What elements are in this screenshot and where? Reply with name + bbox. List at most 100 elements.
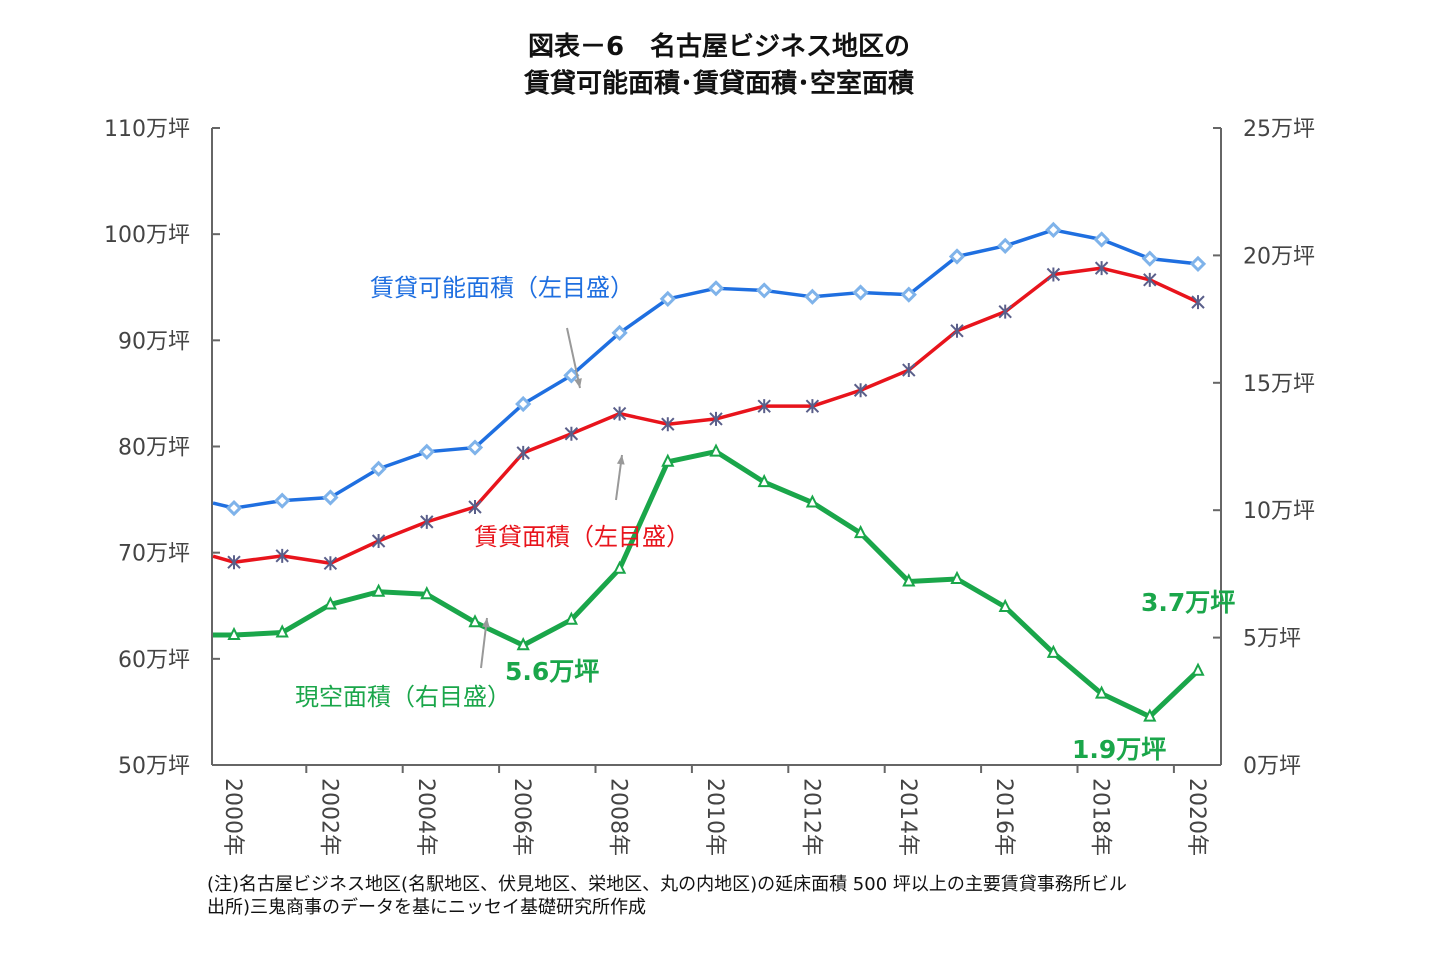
arrow-leased-head xyxy=(616,455,625,465)
data-point-diamond xyxy=(611,324,628,342)
data-point-diamond xyxy=(804,288,821,305)
left-tick-label: 100万坪 xyxy=(104,223,190,248)
series-label-available: 賃貸可能面積（左目盛） xyxy=(370,274,634,302)
chart-title-line1: 図表－6 名古屋ビジネス地区の xyxy=(527,32,911,62)
data-point-triangle xyxy=(1143,708,1157,722)
data-point-diamond xyxy=(418,443,435,460)
data-point-triangle xyxy=(661,453,675,467)
series-label-leased: 賃貸面積（左目盛） xyxy=(474,523,690,551)
data-point-triangle xyxy=(757,473,771,488)
right-tick-label: 15万坪 xyxy=(1243,372,1315,397)
value-annotation: 5.6万坪 xyxy=(505,657,599,686)
data-point-diamond xyxy=(563,367,580,384)
data-point-x xyxy=(805,399,820,414)
data-point-x xyxy=(757,399,771,414)
data-point-x xyxy=(853,383,868,398)
data-point-diamond xyxy=(852,284,869,301)
arrow-available xyxy=(566,327,581,389)
x-tick-label: 2020年 xyxy=(1184,778,1209,856)
data-point-x xyxy=(612,406,627,421)
x-tick-label: 2006年 xyxy=(509,778,534,856)
chart-title-line2: 賃貸可能面積･賃貸面積･空室面積 xyxy=(523,69,914,99)
data-point-triangle xyxy=(275,624,289,638)
data-point-diamond xyxy=(322,489,339,506)
right-tick-label: 0万坪 xyxy=(1243,754,1301,779)
x-tick-label: 2012年 xyxy=(798,778,823,856)
data-point-x xyxy=(1046,267,1061,282)
right-tick-label: 5万坪 xyxy=(1243,627,1301,652)
left-tick-label: 60万坪 xyxy=(118,648,190,673)
left-tick-label: 90万坪 xyxy=(118,329,190,354)
data-point-diamond xyxy=(997,237,1014,254)
data-point-diamond xyxy=(515,395,532,413)
right-tick-label: 20万坪 xyxy=(1243,244,1315,269)
data-point-diamond xyxy=(707,280,725,297)
x-tick-label: 2018年 xyxy=(1088,778,1113,856)
data-point-x xyxy=(420,514,434,529)
data-point-triangle xyxy=(1191,662,1205,676)
data-point-diamond xyxy=(1045,221,1062,239)
data-point-triangle xyxy=(564,611,579,625)
data-point-triangle xyxy=(902,573,916,587)
arrow-vacant-head xyxy=(482,618,490,628)
right-tick-label: 10万坪 xyxy=(1243,499,1315,524)
data-point-x xyxy=(1191,295,1205,310)
series-line-1 xyxy=(212,266,1199,566)
data-point-x xyxy=(1143,272,1157,287)
data-point-x xyxy=(275,548,289,563)
left-tick-label: 110万坪 xyxy=(104,117,190,142)
data-point-triangle xyxy=(612,560,627,574)
series-line-0 xyxy=(212,228,1199,510)
data-point-x xyxy=(902,363,916,378)
data-point-diamond xyxy=(225,499,243,517)
data-point-x xyxy=(1094,261,1109,276)
data-point-triangle xyxy=(516,637,530,651)
left-tick-label: 50万坪 xyxy=(118,754,190,779)
data-point-diamond xyxy=(900,286,917,303)
data-point-x xyxy=(661,417,675,432)
data-point-triangle xyxy=(998,598,1012,613)
data-point-triangle xyxy=(709,443,723,457)
data-point-x xyxy=(516,445,530,460)
data-point-x xyxy=(709,411,723,426)
data-point-x xyxy=(950,323,964,338)
x-tick-label: 2000年 xyxy=(220,778,245,856)
footnote-source: 出所)三鬼商事のデータを基にニッセイ基礎研究所作成 xyxy=(207,897,647,918)
footnote-note: (注)名古屋ビジネス地区(名駅地区、伏見地区、栄地区、丸の内地区)の延床面積 5… xyxy=(207,874,1127,895)
data-point-triangle xyxy=(323,596,338,610)
data-point-x xyxy=(468,500,482,515)
value-annotation: 1.9万坪 xyxy=(1072,735,1166,764)
x-tick-label: 2016年 xyxy=(991,778,1016,856)
data-point-triangle xyxy=(950,570,964,584)
value-annotation: 3.7万坪 xyxy=(1141,588,1235,617)
data-point-triangle xyxy=(1046,644,1061,658)
data-point-diamond xyxy=(948,248,966,265)
x-tick-label: 2004年 xyxy=(413,778,438,856)
data-point-x xyxy=(371,533,386,548)
data-point-triangle xyxy=(420,586,434,600)
arrow-available-head xyxy=(574,378,582,388)
x-tick-label: 2008年 xyxy=(606,778,631,856)
data-point-triangle xyxy=(371,583,386,597)
data-point-triangle xyxy=(853,524,868,539)
series-line-2 xyxy=(213,449,1200,720)
data-point-x xyxy=(564,426,579,441)
left-tick-label: 70万坪 xyxy=(118,542,190,567)
x-tick-label: 2010年 xyxy=(702,778,727,856)
data-point-diamond xyxy=(1141,250,1158,267)
data-point-diamond xyxy=(1093,231,1110,248)
data-point-diamond xyxy=(466,439,484,456)
data-point-diamond xyxy=(659,290,676,308)
data-point-triangle xyxy=(468,614,482,628)
data-point-diamond xyxy=(1189,255,1207,273)
data-point-triangle xyxy=(805,494,820,508)
right-tick-label: 25万坪 xyxy=(1243,117,1315,142)
data-point-diamond xyxy=(756,282,773,299)
left-tick-label: 80万坪 xyxy=(118,436,190,461)
series-label-vacant: 現空面積（右目盛） xyxy=(295,683,511,711)
data-point-triangle xyxy=(1094,685,1109,699)
x-tick-label: 2002年 xyxy=(316,778,341,856)
data-point-x xyxy=(227,555,241,570)
x-tick-label: 2014年 xyxy=(895,778,920,856)
